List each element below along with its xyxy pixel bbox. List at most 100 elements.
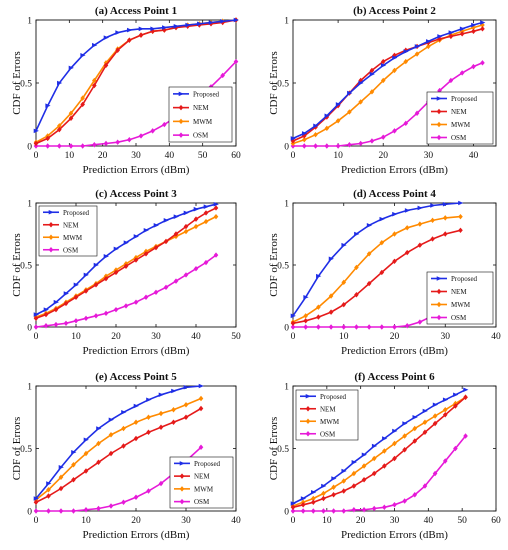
x-axis-label: Prediction Errors (dBm) (341, 164, 448, 176)
data-point-proposed (46, 481, 52, 486)
y-tick-label: 0 (27, 143, 32, 153)
data-point-osm (113, 306, 119, 313)
x-tick-label: 30 (131, 151, 141, 161)
data-point-nem (33, 499, 39, 505)
data-point-nem (83, 468, 89, 474)
data-point-osm (328, 324, 334, 330)
data-point-proposed (162, 25, 168, 30)
legend-label-proposed: Proposed (63, 209, 90, 217)
data-point-osm (127, 137, 132, 143)
legend-marker-mwm (48, 234, 54, 240)
data-point-nem (158, 424, 164, 430)
data-point-nem (311, 499, 316, 505)
data-point-osm (301, 143, 307, 149)
data-point-proposed (233, 17, 239, 23)
data-point-mwm (379, 239, 385, 246)
data-point-mwm (412, 425, 418, 432)
data-point-osm (83, 315, 89, 322)
data-point-nem (351, 483, 357, 489)
series-line-mwm (292, 215, 461, 323)
data-point-nem (422, 429, 428, 435)
data-point-proposed (290, 501, 296, 506)
data-point-proposed (414, 44, 420, 49)
data-point-mwm (392, 67, 397, 74)
data-point-proposed (328, 256, 334, 262)
series-nem (33, 405, 204, 505)
data-point-proposed (193, 206, 199, 212)
data-point-proposed (163, 218, 169, 223)
data-point-mwm (324, 125, 330, 132)
data-point-proposed (432, 402, 438, 408)
data-point-osm (158, 480, 164, 487)
data-point-osm (153, 289, 159, 295)
series-proposed (290, 200, 464, 319)
y-axis-label: CDF of Errors (11, 51, 23, 115)
data-point-proposed (422, 408, 428, 414)
data-point-osm (173, 278, 179, 284)
y-axis-label: CDF of Errors (268, 233, 280, 297)
y-tick-label: 0 (27, 508, 32, 518)
y-tick-label: 0 (284, 508, 289, 518)
data-point-osm (96, 505, 101, 512)
data-point-proposed (426, 39, 432, 44)
data-point-proposed (115, 30, 121, 35)
data-point-osm (133, 299, 139, 305)
data-point-mwm (417, 221, 423, 227)
data-point-nem (290, 504, 296, 510)
data-point-proposed (430, 203, 436, 208)
data-point-osm (162, 121, 167, 128)
data-point-mwm (442, 407, 448, 413)
data-point-proposed (103, 254, 109, 259)
x-tick-label: 20 (98, 151, 108, 161)
legend-label-proposed: Proposed (320, 393, 347, 401)
y-tick-label: 0.5 (277, 262, 289, 272)
data-point-proposed (369, 71, 375, 77)
data-point-nem (123, 263, 129, 269)
data-point-osm (459, 70, 465, 76)
x-axis-label: Prediction Errors (dBm) (83, 345, 190, 357)
data-point-osm (121, 499, 126, 505)
panel-title: (b) Access Point 2 (353, 5, 436, 17)
data-point-proposed (173, 24, 179, 29)
data-point-nem (402, 447, 407, 453)
data-point-osm (63, 320, 69, 326)
legend-marker-nem (305, 406, 311, 412)
y-axis-label: CDF of Errors (268, 51, 280, 115)
data-point-proposed (463, 387, 469, 393)
data-point-proposed (402, 421, 408, 426)
data-point-proposed (392, 428, 398, 434)
legend-label-proposed: Proposed (451, 275, 478, 283)
x-tick-label: 10 (322, 516, 332, 526)
legend-marker-mwm (436, 301, 442, 308)
x-tick-label: 10 (339, 332, 349, 342)
data-point-osm (92, 142, 97, 148)
data-point-osm (316, 324, 321, 330)
data-point-osm (103, 140, 109, 147)
data-point-nem (80, 101, 85, 108)
legend-label-proposed: Proposed (194, 460, 221, 468)
data-point-mwm (146, 414, 151, 420)
data-point-proposed (57, 80, 63, 86)
chart-panel-2: (b) Access Point 2 0 10 20 30 40 0 0.5 1 Predicti… (268, 5, 497, 176)
data-point-osm (133, 494, 139, 500)
data-point-nem (380, 58, 386, 65)
x-axis-label: Prediction Errors (dBm) (341, 345, 448, 357)
legend: Proposed NEM MWM OSM (426, 91, 494, 145)
x-tick-label: 20 (390, 332, 400, 342)
data-point-mwm (432, 413, 438, 419)
data-point-proposed (213, 201, 219, 207)
legend-marker-osm (436, 134, 442, 141)
legend-box (169, 456, 234, 509)
data-point-osm (220, 72, 225, 79)
data-point-osm (203, 259, 209, 266)
data-point-nem (203, 210, 209, 216)
series-line-mwm (292, 24, 483, 145)
legend-box (426, 91, 494, 145)
y-tick-label: 1 (284, 383, 289, 393)
data-point-nem (73, 294, 79, 300)
data-point-nem (366, 280, 372, 287)
data-point-nem (93, 282, 99, 288)
data-point-mwm (171, 407, 176, 413)
data-point-proposed (303, 294, 309, 300)
